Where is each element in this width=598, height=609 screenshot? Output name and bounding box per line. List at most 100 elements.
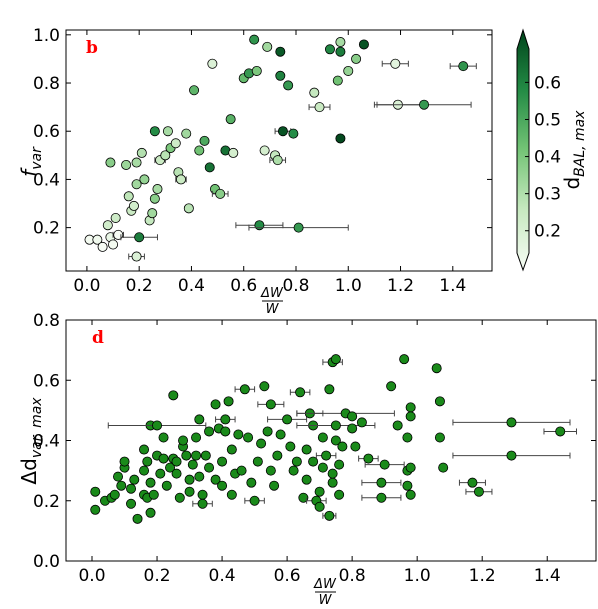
colorbar-tick-label: 0.4 <box>534 148 561 168</box>
panel-b-data-point <box>199 135 210 146</box>
panel-b-xlabel-den: W <box>266 302 280 317</box>
panel-b-ytick-label: 0.2 <box>33 219 60 239</box>
panel-d-data-point <box>217 456 228 467</box>
panel-d-data-point <box>226 489 237 500</box>
panel-b-data-point <box>175 174 186 185</box>
panel-d-data-point <box>243 432 254 443</box>
panel-b-data-point <box>183 203 194 214</box>
panel-b-data-point <box>277 126 288 137</box>
panel-d-data-point <box>217 480 228 491</box>
panel-b-ytick-label: 0.4 <box>33 170 60 190</box>
panel-b-data-point <box>121 159 132 170</box>
panel-b-data-point <box>309 87 320 98</box>
panel-d-data-point <box>467 477 478 488</box>
panel-d-data-point <box>178 435 189 446</box>
panel-d-data-point <box>272 450 283 461</box>
colorbar-label-sub: BAL, max <box>572 110 588 177</box>
panel-d-label: d <box>92 328 104 348</box>
panel-b-data-point <box>105 157 116 168</box>
panel-d-data-point <box>155 468 166 479</box>
panel-b-ticks: 0.0 0.2 0.4 0.6 0.8 1.0 1.2 1.4 0.2 0.4 0.6 0.8 1.0 <box>33 26 492 296</box>
panel-d-data-point <box>330 435 341 446</box>
panel-d-data-point <box>317 462 328 473</box>
panel-d-data-point <box>434 432 445 443</box>
panel-b-data-point <box>275 70 286 81</box>
panel-d-data-point <box>314 501 325 512</box>
panel-b-ylabel-main: f <box>17 167 41 177</box>
panel-d-data-point <box>145 507 156 518</box>
panel-d-data-point <box>327 468 338 479</box>
panel-b-xtick-label: 0.8 <box>282 276 309 296</box>
panel-d-data-point <box>168 390 179 401</box>
panel-d-data-point <box>298 492 309 503</box>
panel-b-data-point <box>97 241 108 252</box>
panel-d-xtick-label: 0.4 <box>209 566 236 586</box>
panel-d-data-point <box>291 456 302 467</box>
panel-d-data-point <box>158 453 169 464</box>
panel-b-data-point <box>152 184 163 195</box>
panel-d-data-point <box>233 429 244 440</box>
panel-b-data-point <box>228 147 239 158</box>
panel-d-data-point <box>301 474 312 485</box>
panel-b-data-point <box>110 212 121 223</box>
panel-b-data-point <box>390 58 401 69</box>
panel-b-data-point <box>123 191 134 202</box>
panel-b-data-point <box>108 239 119 250</box>
panel-b-ylabel-sub: var <box>29 146 45 170</box>
panel-d-data-point <box>152 420 163 431</box>
panel-d-data-point <box>142 456 153 467</box>
panel-d-data-point <box>191 450 202 461</box>
panel-d-data-point <box>256 438 267 449</box>
panel-d-xtick-label: 1.0 <box>404 566 431 586</box>
panel-b-data-point <box>102 220 113 231</box>
panel-d-data-point <box>399 354 410 365</box>
panel-d-data-point <box>314 486 325 497</box>
panel-d-data-point <box>265 399 276 410</box>
panel-d-data-point <box>434 396 445 407</box>
panel-b-xtick-label: 0.4 <box>178 276 205 296</box>
panel-d-data-point <box>405 411 416 422</box>
panel-b-data-point <box>254 220 265 231</box>
panel-b-data-point <box>358 39 369 50</box>
svg-text:Δdvar, max: Δdvar, max <box>17 397 45 485</box>
panel-b-data-point <box>335 46 346 57</box>
panel-b-data-point <box>335 133 346 144</box>
panel-d-data-point <box>139 444 150 455</box>
panel-d-data-point <box>171 456 182 467</box>
panel-d-data-point <box>405 402 416 413</box>
panel-d-data-point <box>158 432 169 443</box>
panel-d-data-point <box>204 462 215 473</box>
panel-b-data-point <box>458 61 469 72</box>
panel-d-data-point <box>165 462 176 473</box>
panel-b-data-point <box>314 102 325 113</box>
panel-b-data-point <box>283 80 294 91</box>
panel-d-data-point <box>252 456 263 467</box>
panel-d-data-point <box>405 462 416 473</box>
panel-d-data-point <box>376 492 387 503</box>
panel-b-data-point <box>162 126 173 137</box>
panel-d-data-point <box>249 495 260 506</box>
panel-b-data-point <box>249 34 260 45</box>
panel-b-ylabel: fvar <box>17 146 45 177</box>
panel-d-data-point <box>334 459 345 470</box>
panel-d-data-point <box>438 462 449 473</box>
panel-d-data-point <box>116 480 127 491</box>
panel-d-data-point <box>269 480 280 491</box>
panel-d-data-point <box>226 444 237 455</box>
panel-d-data-point <box>184 474 195 485</box>
panel-d-data-point <box>191 432 202 443</box>
panel-d-data-point <box>171 468 182 479</box>
panel-b-data-point <box>215 188 226 199</box>
panel-b-xtick-label: 1.0 <box>335 276 362 296</box>
colorbar-tick-label: 0.5 <box>534 110 561 130</box>
colorbar-ticks: 0.2 0.3 0.4 0.5 0.6 <box>525 73 561 242</box>
panel-d-data-point <box>259 381 270 392</box>
colorbar-tick-label: 0.3 <box>534 185 561 205</box>
colorbar-label: dBAL, max <box>560 110 588 190</box>
panel-b-data-point <box>332 75 343 86</box>
panel-d-data-point <box>392 420 403 431</box>
panel-d-data-point <box>330 420 341 431</box>
panel-d-data-point <box>506 450 517 461</box>
panel-b-data-point <box>194 145 205 156</box>
panel-b-data-point <box>419 99 430 110</box>
